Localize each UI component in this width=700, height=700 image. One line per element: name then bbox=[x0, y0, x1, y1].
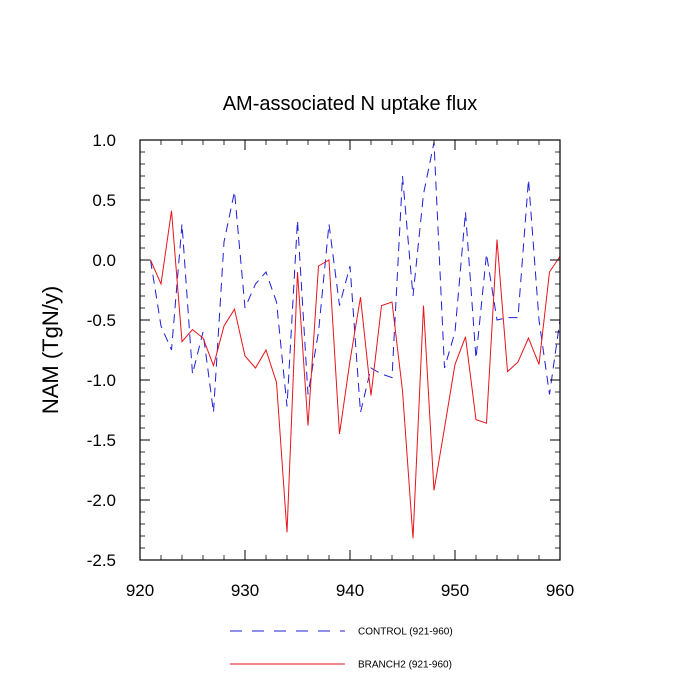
legend: CONTROL (921-960) BRANCH2 (921-960) bbox=[230, 627, 453, 671]
y-tick-label: -2.0 bbox=[87, 491, 116, 510]
series-layer bbox=[150, 142, 561, 539]
y-tick-label: -1.5 bbox=[87, 431, 116, 450]
x-tick-label: 940 bbox=[336, 581, 364, 600]
y-tick-label: -0.5 bbox=[87, 311, 116, 330]
y-axis-label: NAM (TgN/y) bbox=[38, 286, 63, 414]
x-tick-label: 930 bbox=[231, 581, 259, 600]
y-tick-label: 1.0 bbox=[92, 131, 116, 150]
chart-title: AM-associated N uptake flux bbox=[223, 93, 478, 115]
y-tick-label: -1.0 bbox=[87, 371, 116, 390]
legend-label: BRANCH2 (921-960) bbox=[358, 660, 452, 671]
y-tick-label: 0.5 bbox=[92, 191, 116, 210]
axes-layer: 920 930 940 950 960 -2.5 -2.0 -1.5 -1.0 -0.5 0.0 0.… bbox=[87, 131, 574, 600]
x-tick-label: 920 bbox=[126, 581, 154, 600]
y-tick-label: 0.0 bbox=[92, 251, 116, 270]
x-tick-label: 950 bbox=[441, 581, 469, 600]
plot-frame bbox=[139, 139, 561, 561]
series-line-branch2 bbox=[150, 210, 561, 539]
y-tick-label: -2.5 bbox=[87, 551, 116, 570]
series-line-control bbox=[150, 142, 561, 413]
legend-label: CONTROL (921-960) bbox=[358, 627, 453, 638]
x-tick-label: 960 bbox=[546, 581, 574, 600]
